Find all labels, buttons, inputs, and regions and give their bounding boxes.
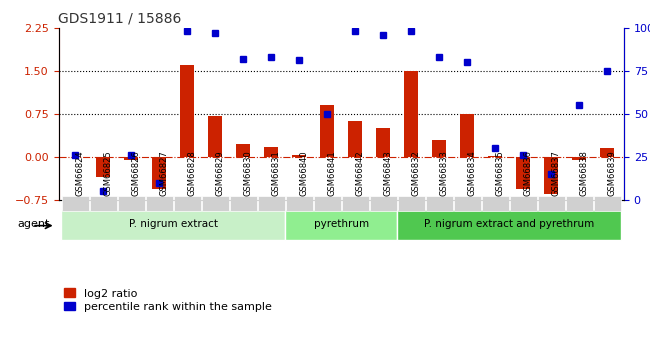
- FancyBboxPatch shape: [230, 196, 257, 211]
- Bar: [265, 147, 278, 157]
- Text: GSM66826: GSM66826: [131, 150, 140, 196]
- Text: GDS1911 / 15886: GDS1911 / 15886: [58, 11, 182, 25]
- Bar: [488, 156, 502, 157]
- FancyBboxPatch shape: [174, 196, 201, 211]
- Text: pyrethrum: pyrethrum: [314, 219, 369, 229]
- Text: GSM66825: GSM66825: [103, 150, 112, 196]
- Bar: [404, 71, 418, 157]
- FancyBboxPatch shape: [482, 196, 509, 211]
- Bar: [348, 121, 362, 157]
- Bar: [460, 114, 474, 157]
- FancyBboxPatch shape: [61, 209, 285, 240]
- Text: GSM66834: GSM66834: [467, 150, 476, 196]
- FancyBboxPatch shape: [202, 196, 229, 211]
- FancyBboxPatch shape: [62, 196, 89, 211]
- Bar: [320, 105, 334, 157]
- FancyBboxPatch shape: [258, 196, 285, 211]
- Text: GSM66828: GSM66828: [187, 150, 196, 196]
- FancyBboxPatch shape: [90, 196, 117, 211]
- FancyBboxPatch shape: [510, 196, 537, 211]
- Legend: log2 ratio, percentile rank within the sample: log2 ratio, percentile rank within the s…: [64, 288, 272, 312]
- FancyBboxPatch shape: [426, 196, 452, 211]
- FancyBboxPatch shape: [370, 196, 396, 211]
- Bar: [292, 155, 306, 157]
- Bar: [236, 144, 250, 157]
- Bar: [152, 157, 166, 189]
- FancyBboxPatch shape: [538, 196, 565, 211]
- FancyBboxPatch shape: [398, 196, 424, 211]
- FancyBboxPatch shape: [285, 209, 397, 240]
- Bar: [180, 65, 194, 157]
- Text: P. nigrum extract and pyrethrum: P. nigrum extract and pyrethrum: [424, 219, 594, 229]
- Text: GSM66836: GSM66836: [523, 150, 532, 196]
- Text: GSM66835: GSM66835: [495, 150, 504, 196]
- Text: GSM66841: GSM66841: [327, 150, 336, 196]
- Text: GSM66831: GSM66831: [271, 150, 280, 196]
- FancyBboxPatch shape: [118, 196, 145, 211]
- FancyBboxPatch shape: [454, 196, 480, 211]
- FancyBboxPatch shape: [566, 196, 593, 211]
- Text: GSM66840: GSM66840: [299, 150, 308, 196]
- Text: GSM66839: GSM66839: [607, 150, 616, 196]
- Bar: [516, 157, 530, 189]
- Text: GSM66824: GSM66824: [75, 150, 84, 196]
- FancyBboxPatch shape: [593, 196, 621, 211]
- FancyBboxPatch shape: [342, 196, 369, 211]
- Bar: [544, 157, 558, 194]
- Bar: [572, 157, 586, 160]
- Text: GSM66833: GSM66833: [439, 150, 448, 196]
- Text: GSM66829: GSM66829: [215, 150, 224, 196]
- Text: P. nigrum extract: P. nigrum extract: [129, 219, 218, 229]
- FancyBboxPatch shape: [286, 196, 313, 211]
- Text: GSM66837: GSM66837: [551, 150, 560, 196]
- FancyBboxPatch shape: [146, 196, 173, 211]
- Text: GSM66838: GSM66838: [579, 150, 588, 196]
- Text: GSM66832: GSM66832: [411, 150, 421, 196]
- Text: GSM66830: GSM66830: [243, 150, 252, 196]
- Bar: [600, 148, 614, 157]
- Bar: [208, 116, 222, 157]
- Bar: [376, 128, 390, 157]
- Text: GSM66827: GSM66827: [159, 150, 168, 196]
- Text: GSM66843: GSM66843: [384, 150, 392, 196]
- Text: GSM66842: GSM66842: [356, 150, 364, 196]
- FancyBboxPatch shape: [314, 196, 341, 211]
- Text: agent: agent: [18, 219, 50, 228]
- Bar: [124, 157, 138, 160]
- FancyBboxPatch shape: [397, 209, 621, 240]
- Bar: [432, 140, 447, 157]
- Bar: [96, 157, 110, 177]
